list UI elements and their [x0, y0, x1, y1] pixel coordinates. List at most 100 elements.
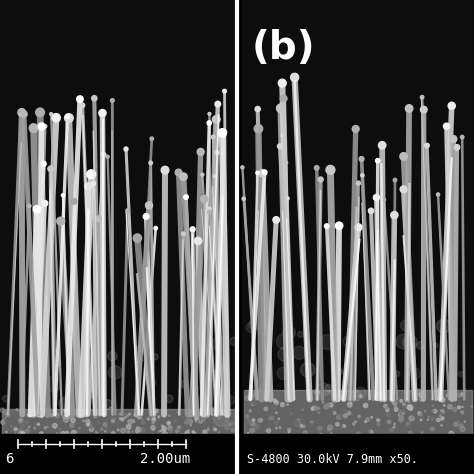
Circle shape	[394, 423, 395, 425]
Circle shape	[460, 427, 465, 431]
Circle shape	[325, 384, 332, 392]
Circle shape	[409, 431, 412, 435]
Circle shape	[250, 428, 255, 433]
Circle shape	[291, 73, 299, 82]
Circle shape	[329, 391, 333, 394]
Circle shape	[421, 432, 423, 433]
Circle shape	[64, 418, 68, 422]
Circle shape	[34, 389, 43, 398]
Circle shape	[383, 397, 387, 401]
Circle shape	[225, 425, 229, 430]
Circle shape	[197, 396, 211, 410]
Circle shape	[72, 430, 76, 435]
Circle shape	[450, 136, 457, 142]
Circle shape	[249, 320, 259, 329]
Circle shape	[107, 430, 110, 434]
Circle shape	[365, 418, 369, 421]
Circle shape	[60, 432, 63, 435]
Bar	[2, 409, 235, 436]
Circle shape	[127, 431, 130, 433]
Circle shape	[182, 232, 185, 236]
Circle shape	[437, 193, 439, 196]
Circle shape	[218, 416, 221, 419]
Circle shape	[141, 418, 143, 419]
Circle shape	[97, 420, 100, 423]
Circle shape	[318, 428, 320, 430]
Circle shape	[94, 415, 97, 418]
Circle shape	[363, 405, 365, 407]
Circle shape	[368, 431, 371, 435]
Circle shape	[136, 427, 141, 432]
Circle shape	[438, 391, 441, 394]
Circle shape	[272, 405, 276, 409]
Circle shape	[167, 435, 170, 437]
Circle shape	[301, 419, 305, 423]
Circle shape	[151, 426, 155, 430]
Circle shape	[70, 435, 72, 436]
Circle shape	[371, 417, 373, 418]
Circle shape	[211, 135, 215, 139]
Circle shape	[430, 427, 434, 431]
Circle shape	[71, 415, 73, 417]
Circle shape	[293, 434, 295, 436]
Circle shape	[2, 395, 9, 402]
Circle shape	[347, 411, 351, 415]
Circle shape	[246, 396, 250, 400]
Circle shape	[5, 420, 8, 423]
Circle shape	[49, 414, 53, 417]
Circle shape	[99, 109, 106, 117]
Circle shape	[337, 415, 341, 419]
Circle shape	[6, 416, 7, 417]
Circle shape	[46, 376, 61, 392]
Circle shape	[417, 342, 424, 349]
Circle shape	[281, 403, 284, 407]
Circle shape	[119, 413, 121, 415]
Circle shape	[180, 173, 187, 181]
Circle shape	[86, 423, 89, 426]
Circle shape	[290, 413, 292, 414]
Circle shape	[360, 395, 362, 397]
Circle shape	[65, 431, 68, 434]
Circle shape	[273, 217, 280, 223]
Circle shape	[103, 423, 107, 426]
Circle shape	[193, 346, 205, 357]
Circle shape	[365, 421, 366, 422]
Circle shape	[395, 371, 400, 376]
Circle shape	[262, 170, 267, 175]
Circle shape	[341, 426, 343, 428]
Circle shape	[151, 418, 155, 422]
Circle shape	[18, 110, 23, 114]
Circle shape	[194, 237, 202, 245]
Circle shape	[393, 178, 397, 182]
Circle shape	[111, 417, 116, 421]
Circle shape	[301, 405, 305, 409]
Circle shape	[324, 404, 328, 409]
Circle shape	[273, 399, 276, 402]
Circle shape	[453, 407, 457, 411]
Circle shape	[314, 390, 319, 394]
Circle shape	[184, 420, 189, 424]
Circle shape	[18, 432, 23, 436]
Circle shape	[63, 416, 65, 419]
Circle shape	[273, 405, 277, 410]
Circle shape	[368, 208, 374, 213]
Circle shape	[459, 424, 463, 428]
Circle shape	[201, 195, 208, 202]
Circle shape	[258, 322, 271, 336]
Circle shape	[89, 427, 94, 431]
Circle shape	[57, 217, 65, 225]
Circle shape	[249, 410, 251, 412]
Circle shape	[64, 416, 67, 418]
Circle shape	[444, 123, 450, 129]
Circle shape	[247, 432, 249, 434]
Circle shape	[131, 431, 133, 433]
Circle shape	[295, 420, 300, 424]
Circle shape	[274, 421, 278, 425]
Circle shape	[46, 407, 51, 412]
Circle shape	[400, 153, 408, 160]
Circle shape	[318, 177, 323, 182]
Circle shape	[168, 422, 170, 424]
Circle shape	[314, 390, 317, 394]
Circle shape	[440, 399, 442, 401]
Circle shape	[440, 391, 442, 393]
